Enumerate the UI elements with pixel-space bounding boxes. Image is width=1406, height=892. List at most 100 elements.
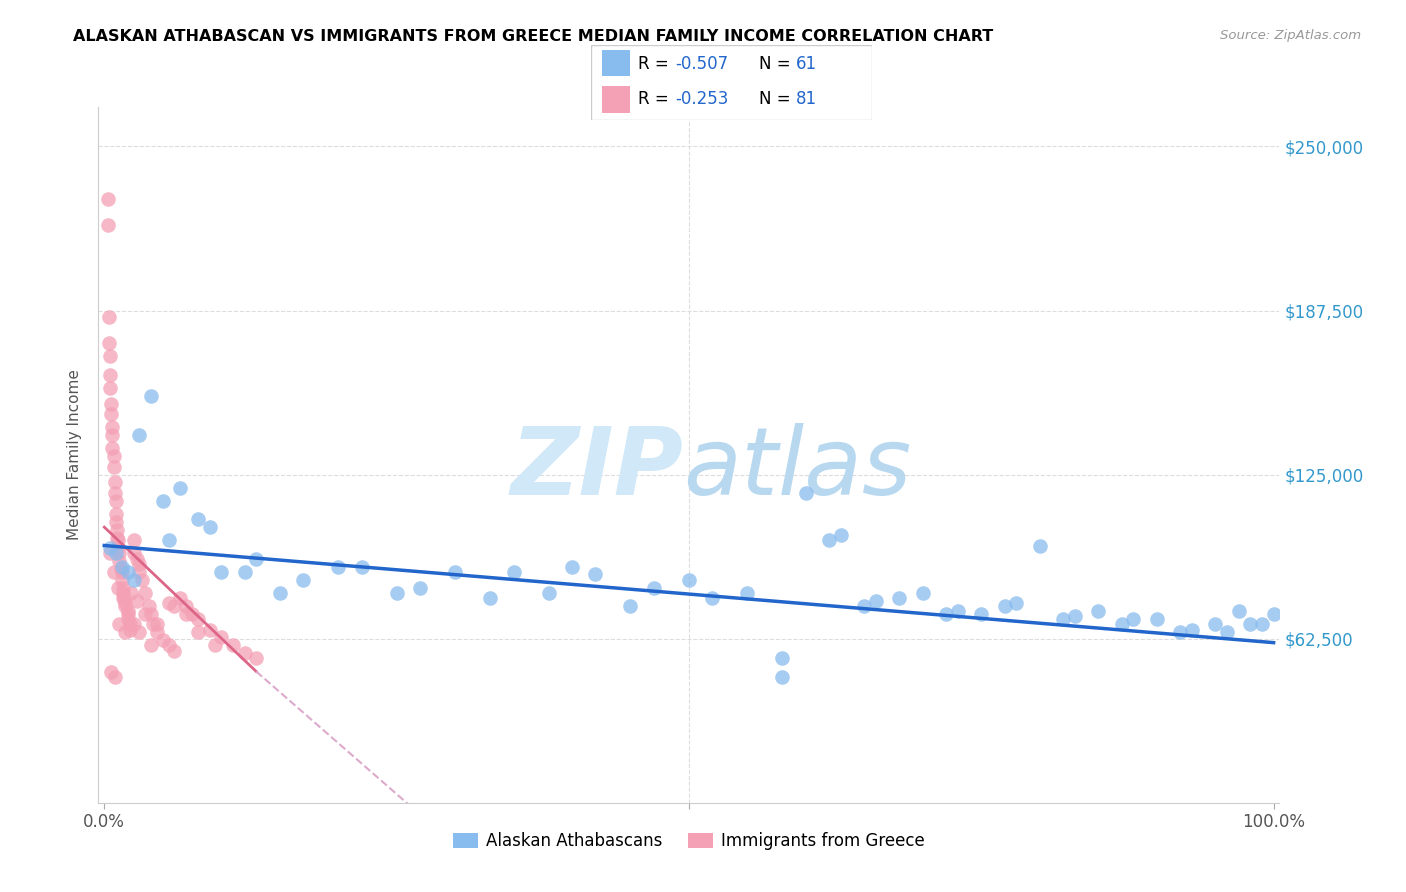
Point xyxy=(772,670,794,684)
Point xyxy=(103,449,125,463)
Point xyxy=(1168,625,1191,640)
Point xyxy=(98,541,121,555)
Point xyxy=(163,599,186,613)
Point xyxy=(619,599,641,613)
Point xyxy=(737,586,759,600)
Point xyxy=(326,559,349,574)
Point xyxy=(104,546,127,560)
Point xyxy=(772,651,794,665)
Point xyxy=(112,591,135,605)
Point xyxy=(911,586,934,600)
Text: -0.253: -0.253 xyxy=(675,90,728,108)
Point xyxy=(1251,617,1274,632)
Point xyxy=(125,551,148,566)
Point xyxy=(174,607,197,621)
Point xyxy=(292,573,315,587)
Point xyxy=(157,596,180,610)
Point xyxy=(142,617,165,632)
Text: N =: N = xyxy=(759,90,796,108)
Point xyxy=(1216,625,1239,640)
Point xyxy=(139,389,162,403)
Point xyxy=(1029,539,1052,553)
Point xyxy=(128,428,150,442)
Point xyxy=(111,573,134,587)
Point xyxy=(169,481,191,495)
Point xyxy=(104,494,127,508)
Point xyxy=(163,643,186,657)
Point xyxy=(101,420,124,434)
Point xyxy=(111,559,134,574)
Point xyxy=(152,494,174,508)
Point xyxy=(209,565,232,579)
Point xyxy=(209,631,232,645)
Point xyxy=(409,581,432,595)
Point xyxy=(122,617,145,632)
Point xyxy=(865,593,887,607)
Point xyxy=(1063,609,1085,624)
Point xyxy=(1204,617,1226,632)
Point xyxy=(889,591,911,605)
Point xyxy=(139,638,162,652)
Point xyxy=(970,607,993,621)
Point xyxy=(125,593,148,607)
Point xyxy=(561,559,583,574)
Point xyxy=(108,617,131,632)
Text: R =: R = xyxy=(638,90,675,108)
Point xyxy=(198,623,221,637)
Point xyxy=(104,475,127,490)
Point xyxy=(122,573,145,587)
Point xyxy=(222,638,245,652)
Point xyxy=(853,599,876,613)
Text: ALASKAN ATHABASCAN VS IMMIGRANTS FROM GREECE MEDIAN FAMILY INCOME CORRELATION CH: ALASKAN ATHABASCAN VS IMMIGRANTS FROM GR… xyxy=(73,29,994,44)
FancyBboxPatch shape xyxy=(591,45,872,120)
Point xyxy=(107,533,129,548)
Point xyxy=(114,596,136,610)
Point xyxy=(643,581,665,595)
Point xyxy=(101,428,124,442)
Point xyxy=(103,459,125,474)
Text: 61: 61 xyxy=(796,54,817,72)
Point xyxy=(134,607,156,621)
Point xyxy=(131,573,153,587)
Point xyxy=(97,218,120,232)
Point xyxy=(935,607,957,621)
Point xyxy=(105,531,128,545)
Point xyxy=(1181,623,1204,637)
Bar xyxy=(602,50,630,77)
Point xyxy=(169,591,191,605)
Point xyxy=(108,554,131,568)
Point xyxy=(1227,604,1250,618)
Point xyxy=(946,604,969,618)
Point xyxy=(1146,612,1168,626)
Point xyxy=(111,565,134,579)
Point xyxy=(1087,604,1109,618)
Point xyxy=(114,625,136,640)
Point xyxy=(100,665,122,679)
Point xyxy=(583,567,606,582)
Point xyxy=(1122,612,1144,626)
Point xyxy=(198,520,221,534)
Point xyxy=(98,381,121,395)
Point xyxy=(104,486,127,500)
Point xyxy=(122,546,145,560)
Point xyxy=(104,507,127,521)
Point xyxy=(117,565,139,579)
Text: N =: N = xyxy=(759,54,796,72)
Point xyxy=(139,607,162,621)
Point xyxy=(118,617,141,632)
Bar xyxy=(602,87,630,112)
Point xyxy=(98,546,121,560)
Point xyxy=(97,310,120,324)
Point xyxy=(110,562,132,576)
Point xyxy=(1111,617,1133,632)
Point xyxy=(152,633,174,648)
Text: R =: R = xyxy=(638,54,675,72)
Point xyxy=(103,565,125,579)
Point xyxy=(1263,607,1285,621)
Text: -0.507: -0.507 xyxy=(675,54,728,72)
Point xyxy=(994,599,1017,613)
Point xyxy=(350,559,373,574)
Point xyxy=(98,368,121,382)
Point xyxy=(233,565,256,579)
Point xyxy=(245,651,267,665)
